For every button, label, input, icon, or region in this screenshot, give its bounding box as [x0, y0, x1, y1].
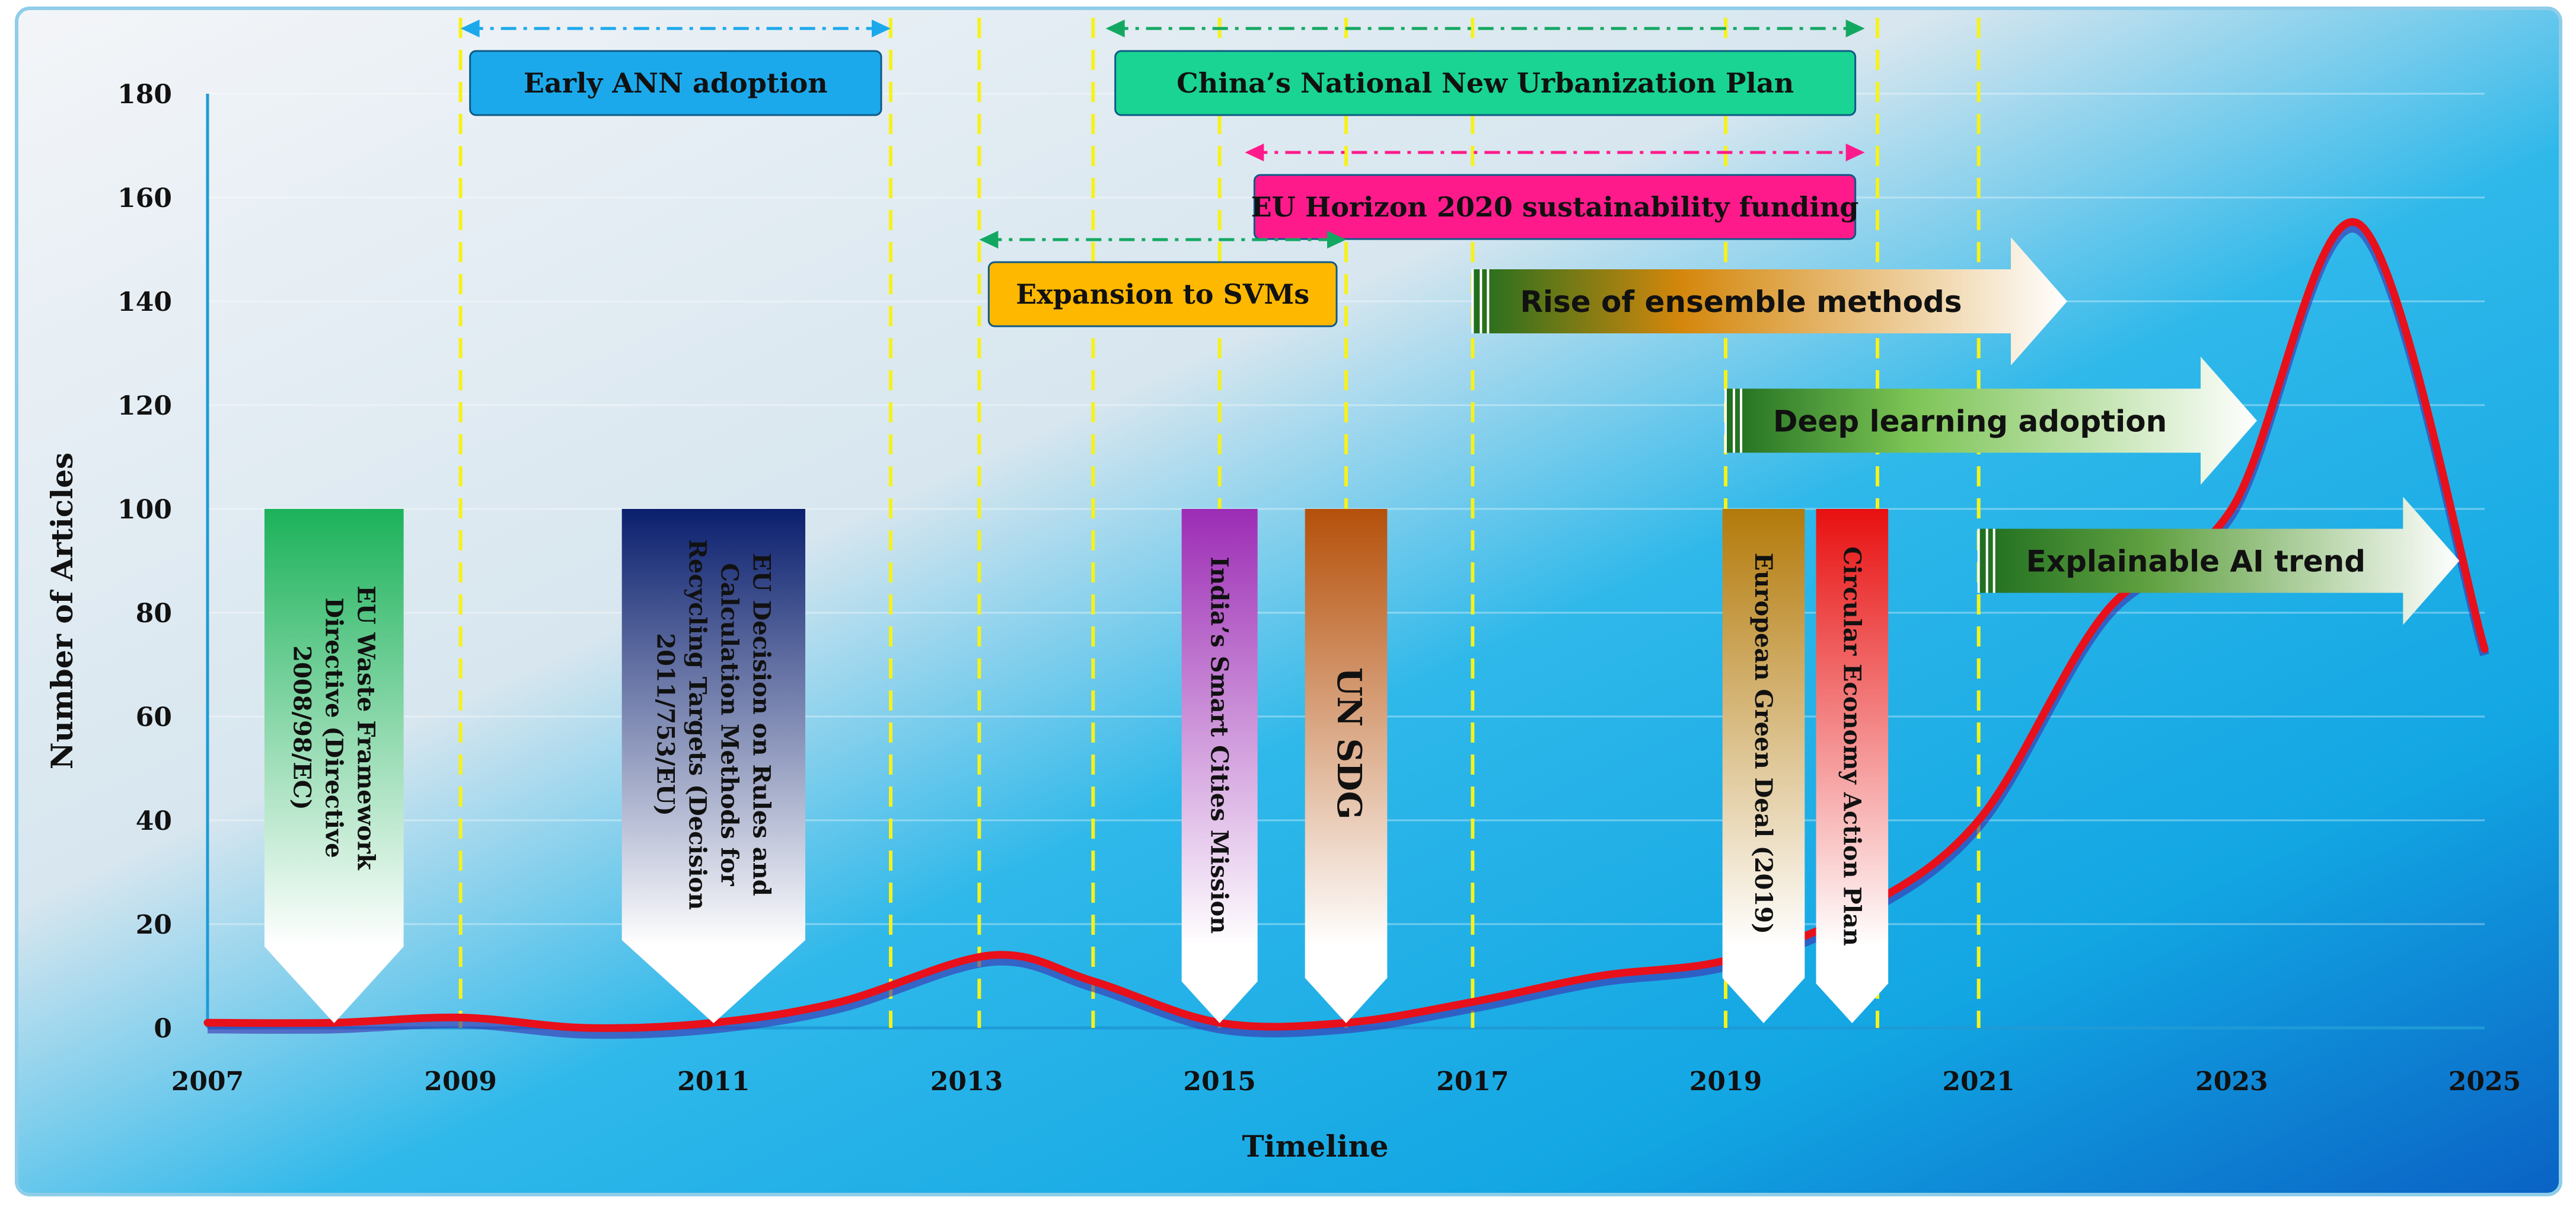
y-tick-label: 100 [117, 495, 172, 525]
period-arrow-head [979, 231, 999, 249]
x-tick-label: 2021 [1942, 1066, 2014, 1097]
x-tick-label: 2009 [424, 1066, 496, 1097]
data-point [840, 1001, 841, 1002]
data-point [1092, 980, 1093, 982]
data-point [586, 1027, 588, 1028]
policy-flag [1181, 509, 1258, 1023]
y-axis-title: Number of Articles [44, 453, 79, 769]
trend-arrow-label: Explainable AI trend [2026, 544, 2365, 579]
x-axis-title: Timeline [1242, 1129, 1388, 1164]
policy-flag-label: UN SDG [1330, 667, 1369, 819]
x-tick-label: 2011 [677, 1066, 750, 1097]
y-tick-label: 40 [136, 806, 172, 836]
period-arrow-head [1845, 144, 1865, 161]
period-arrow-head [1245, 144, 1264, 161]
data-point [2358, 223, 2359, 224]
data-point [1978, 820, 1979, 821]
x-tick-label: 2025 [2449, 1066, 2521, 1097]
policy-flag [264, 509, 404, 1023]
period-label: Early ANN adoption [524, 67, 828, 99]
period-arrow-head [1327, 231, 1346, 249]
policy-flags: EU Waste FrameworkDirective (Directive20… [264, 509, 1889, 1023]
y-tick-label: 60 [136, 702, 172, 733]
article-curve [203, 218, 2489, 1039]
period-arrow-head [460, 20, 480, 37]
series-line [203, 218, 2489, 1032]
y-tick-label: 120 [117, 391, 172, 421]
policy-flag-label: Circular Economy Action Plan [1838, 546, 1866, 945]
trend-arrow [1978, 496, 2460, 625]
data-point [2231, 508, 2232, 510]
policy-flag [621, 509, 805, 1023]
data-point [460, 1017, 461, 1018]
data-point [2484, 648, 2485, 649]
x-tick-label: 2019 [1689, 1066, 1762, 1097]
period-bar [1114, 50, 1857, 116]
period-bar [987, 261, 1338, 327]
y-tick-label: 0 [154, 1014, 172, 1044]
period-label: EU Horizon 2020 sustainability funding [1251, 191, 1859, 223]
data-point [1599, 976, 1600, 977]
period-bar [1253, 174, 1857, 240]
x-tick-label: 2023 [2195, 1066, 2268, 1097]
y-tick-label: 180 [117, 79, 172, 110]
policy-flag-label: EU Decision on Rules andCalculation Meth… [651, 539, 775, 910]
trend-arrow-label: Deep learning adoption [1773, 404, 2167, 438]
x-tick-label: 2015 [1183, 1066, 1255, 1097]
data-point [207, 1022, 208, 1023]
trend-arrow [1472, 237, 2067, 365]
period-label: China’s National New Urbanization Plan [1177, 67, 1794, 99]
y-tick-label: 160 [117, 183, 172, 214]
policy-flag [1722, 509, 1805, 1023]
policy-flag [1816, 509, 1889, 1023]
policy-flag-label: EU Waste FrameworkDirective (Directive20… [288, 585, 380, 871]
y-tick-label: 20 [136, 910, 172, 940]
period-arrow-head [1105, 20, 1125, 37]
y-tick-label: 80 [136, 598, 172, 629]
y-tick-label: 140 [117, 287, 172, 317]
trend-arrow-label: Rise of ensemble methods [1520, 285, 1962, 319]
trend-arrow [1726, 356, 2257, 485]
period-bar [469, 50, 882, 116]
data-point [991, 955, 993, 956]
policy-flag [1305, 509, 1388, 1023]
period-arrow-head [1845, 20, 1865, 37]
period-bars: Early ANN adoption China’s National New U… [460, 20, 1865, 327]
period-label: Expansion to SVMs [1016, 278, 1309, 310]
period-arrow-head [872, 20, 891, 37]
trend-arrows: Rise of ensemble methods Deep learning ad… [1471, 237, 2460, 625]
data-point [1472, 1001, 1473, 1002]
x-tick-label: 2013 [930, 1066, 1003, 1097]
x-tick-label: 2017 [1436, 1066, 1509, 1097]
policy-flag-label: India’s Smart Cities Mission [1206, 556, 1233, 934]
x-tick-label: 2007 [171, 1066, 244, 1097]
policy-flag-label: European Green Deal (2019) [1749, 553, 1777, 934]
data-point [2105, 612, 2106, 613]
